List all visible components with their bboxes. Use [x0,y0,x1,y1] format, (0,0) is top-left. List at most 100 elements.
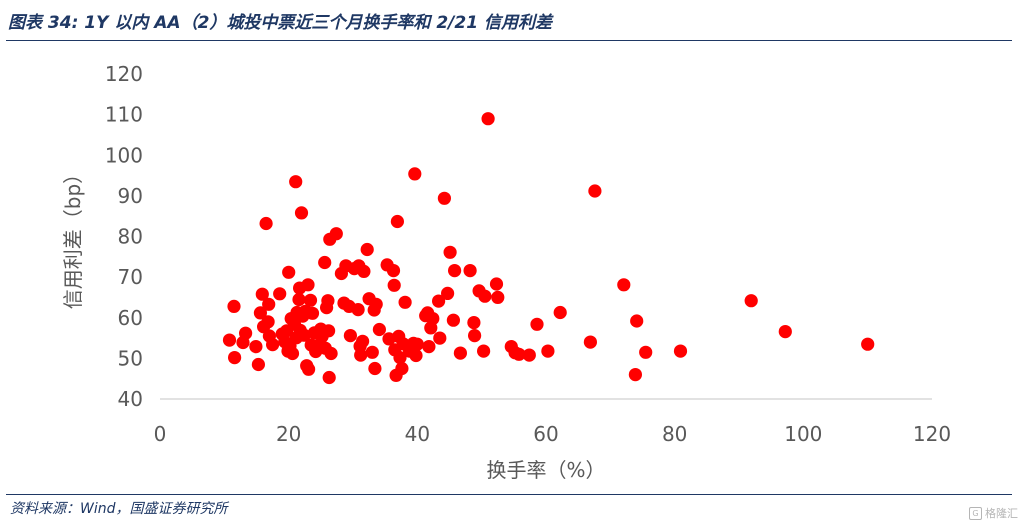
y-tick-label: 50 [118,346,143,370]
data-point [222,333,237,347]
data-point [437,191,451,205]
data-point [467,316,481,330]
watermark-logo-icon: G [969,506,982,520]
data-point [303,293,318,307]
data-point [426,312,440,326]
data-point [489,277,504,291]
data-point [630,314,644,328]
data-point [478,289,492,303]
y-tick-label: 120 [105,62,143,86]
data-points [222,112,875,385]
data-point [398,295,412,309]
data-point [463,264,477,278]
data-point [583,335,598,349]
data-point [491,290,505,304]
x-tick-label: 80 [662,422,687,446]
watermark: G 格隆汇 [969,505,1018,521]
title-rule [6,40,1012,41]
x-tick-label: 100 [784,422,822,446]
data-point [318,255,332,270]
data-point [357,264,371,278]
data-point [408,167,422,181]
data-point [297,328,311,342]
y-tick-labels: 40 50 60 70 80 90 100 110 120 [105,62,143,411]
data-point [343,329,357,343]
data-point [861,337,875,351]
x-tick-label: 120 [913,422,951,446]
data-point [285,346,300,361]
data-point [390,214,404,229]
x-tick-labels: 0 20 40 60 80 100 120 [154,422,951,446]
y-tick-label: 100 [105,143,143,167]
data-point [228,351,242,365]
y-tick-label: 60 [118,306,143,330]
data-point [778,325,792,339]
y-tick-label: 80 [118,225,143,249]
y-axis-title: 信用利差（bp） [61,164,85,309]
x-axis-title: 换手率（%） [486,458,605,482]
data-point [387,278,401,292]
data-point [372,322,386,337]
data-point [253,306,267,320]
data-point [322,324,336,338]
data-point [628,368,643,382]
data-point [386,264,401,278]
data-point [448,264,462,278]
data-point [422,340,436,354]
data-point [261,315,275,329]
data-point [294,206,309,220]
data-point [305,306,320,320]
data-point [541,344,555,358]
data-point [393,351,407,365]
data-point [282,265,296,279]
data-point [262,297,276,311]
data-point [477,344,491,358]
data-point [617,278,631,292]
data-point [356,334,370,348]
data-point [273,287,287,301]
figure-title: 图表 34: 1Y 以内 AA（2）城投中票近三个月换手率和 2/21 信用利差 [8,13,552,33]
data-point [441,286,455,300]
x-tick-label: 40 [405,422,430,446]
data-point [329,227,343,241]
data-point [321,294,335,308]
data-point [369,297,383,311]
data-point [292,292,306,307]
data-point [433,331,447,345]
data-point [360,242,374,257]
data-point [368,361,382,376]
source-note: 资料来源：Wind，国盛证券研究所 [10,501,228,517]
data-point [410,337,424,351]
data-point [446,313,460,327]
data-point [227,299,241,313]
data-point [588,184,602,198]
data-point [443,245,457,259]
data-point [289,175,303,189]
data-point [322,370,336,385]
data-point [744,294,758,308]
data-point [301,278,315,292]
data-point [395,361,409,376]
y-tick-label: 110 [105,103,143,127]
data-point [266,338,280,352]
x-tick-label: 20 [276,422,301,446]
data-point [255,287,269,301]
data-point [453,346,467,360]
watermark-text: 格隆汇 [985,507,1018,520]
data-point [432,294,446,308]
data-point [324,346,338,361]
data-point [259,216,273,231]
y-tick-label: 90 [118,184,143,208]
data-point [639,345,653,359]
data-point [251,357,265,372]
data-point [302,362,316,376]
data-point [530,317,544,331]
y-tick-label: 40 [118,387,143,411]
data-point [409,348,423,363]
data-point [239,326,253,340]
data-point [673,344,688,358]
data-point [365,345,379,359]
source-rule [6,494,1012,495]
x-tick-label: 60 [533,422,558,446]
